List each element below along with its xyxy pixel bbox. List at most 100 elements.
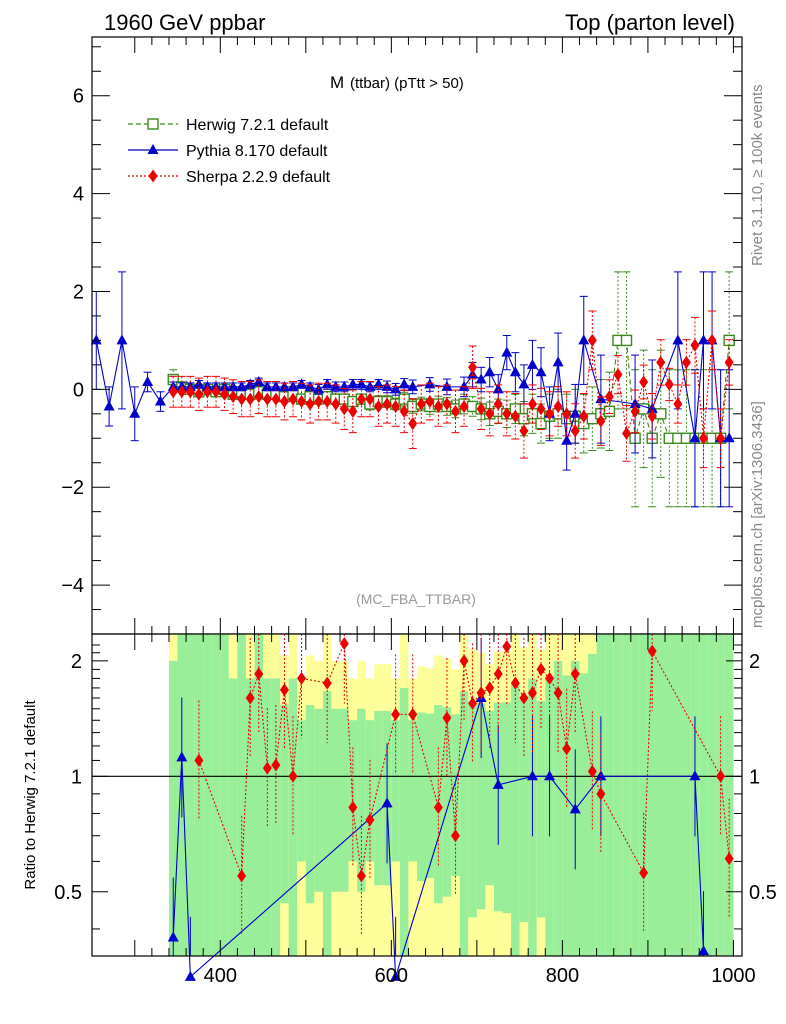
data-point	[690, 338, 700, 352]
ratio-point	[689, 770, 701, 781]
data-point	[502, 407, 512, 421]
x-tick-label: 400	[204, 965, 237, 987]
uncertainty-band-inner	[417, 712, 426, 882]
uncertainty-band-inner	[519, 699, 529, 923]
main-panel: −4 −2 0 2 4 6 M (ttbar) (pTtt > 50) (MC_FBA_T…	[61, 36, 743, 635]
ratio-point	[254, 667, 264, 681]
ratio-point	[527, 686, 537, 700]
data-point	[689, 432, 701, 443]
series-1	[90, 271, 735, 508]
data-point	[647, 409, 657, 423]
ratio-point	[288, 769, 298, 783]
data-point	[211, 385, 221, 399]
data-point	[639, 375, 649, 389]
uncertainty-band-inner	[168, 660, 178, 956]
data-point	[227, 380, 239, 391]
data-point	[254, 390, 264, 404]
ratio-y-tick-label: 2	[71, 651, 82, 673]
data-point	[416, 397, 426, 411]
y-tick-label: 2	[73, 281, 84, 303]
uncertainty-band-inner	[622, 634, 631, 956]
ratio-line	[198, 643, 730, 877]
data-point	[604, 390, 614, 404]
rivet-note: Rivet 3.1.10, ≥ 100k events	[749, 84, 766, 266]
analysis-watermark: (MC_FBA_TTBAR)	[356, 591, 476, 607]
ratio-point	[237, 869, 247, 883]
data-point	[297, 395, 307, 409]
ratio-series-1	[194, 634, 734, 936]
data-point	[545, 407, 555, 421]
uncertainty-band-inner	[203, 634, 212, 956]
data-point	[442, 397, 452, 411]
ratio-point	[519, 691, 529, 705]
ratio-plot-area	[92, 634, 742, 981]
legend-label: Sherpa 2.2.9 default	[186, 169, 331, 186]
main-axes: −4 −2 0 2 4 6	[61, 37, 742, 634]
legend: Herwig 7.2.1 default Pythia 8.170 default…	[128, 117, 331, 186]
data-point	[672, 334, 684, 345]
ratio-point	[271, 758, 281, 772]
uncertainty-band-inner	[442, 707, 452, 897]
data-point	[399, 404, 409, 418]
data-point	[476, 402, 486, 416]
data-point	[535, 366, 547, 377]
data-point	[322, 395, 332, 409]
ratio-point	[698, 945, 710, 956]
uncertainty-band-inner	[724, 634, 734, 956]
uncertainty-band-inner	[357, 708, 366, 892]
uncertainty-band-inner	[211, 634, 221, 956]
data-point	[129, 407, 141, 418]
data-point	[552, 356, 564, 367]
ratio-point	[390, 970, 402, 981]
data-point	[288, 392, 298, 406]
ratio-point	[459, 654, 469, 668]
uncertainty-band-inner	[220, 634, 229, 956]
uncertainty-band-inner	[639, 634, 648, 956]
data-point	[579, 409, 589, 423]
uncertainty-band-inner	[305, 705, 315, 904]
data-point	[305, 397, 315, 411]
data-point	[698, 334, 710, 345]
data-point	[348, 404, 358, 418]
data-point	[374, 399, 384, 413]
data-point	[561, 434, 573, 445]
legend-label: Pythia 8.170 default	[186, 143, 328, 160]
ratio-point	[639, 866, 649, 880]
uncertainty-band-inner	[485, 711, 494, 886]
ratio-point	[587, 764, 597, 778]
ratio-point	[492, 778, 504, 789]
ratio-point	[647, 644, 657, 658]
ratio-point	[724, 852, 734, 866]
data-point	[501, 346, 513, 357]
data-point	[398, 378, 410, 389]
uncertainty-band-inner	[673, 634, 683, 956]
legend-label: Herwig 7.2.1 default	[186, 117, 329, 134]
ratio-point	[716, 769, 726, 783]
uncertainty-band-inner	[314, 708, 323, 892]
data-point	[596, 414, 606, 428]
uncertainty-band-inner	[228, 678, 238, 956]
data-point	[620, 334, 633, 347]
data-point	[382, 397, 392, 411]
uncertainty-band-inner	[647, 634, 657, 956]
data-point	[578, 334, 590, 345]
main-plot-area	[90, 271, 735, 508]
data-point	[433, 399, 443, 413]
y-tick-label: −2	[61, 477, 84, 499]
data-point	[228, 390, 238, 404]
data-point	[202, 385, 212, 399]
ratio-point	[468, 696, 478, 710]
ratio-point	[450, 829, 460, 843]
data-point	[562, 407, 572, 421]
data-point	[723, 432, 735, 443]
ratio-point	[356, 869, 366, 883]
ratio-point	[545, 671, 555, 685]
data-point	[493, 397, 503, 411]
data-point	[664, 377, 674, 391]
ratio-point	[381, 797, 393, 808]
ratio-y-tick-label: 1	[71, 766, 82, 788]
uncertainty-band-inner	[579, 673, 589, 956]
data-point	[279, 395, 289, 409]
ratio-point	[526, 770, 538, 781]
data-point	[656, 355, 666, 369]
